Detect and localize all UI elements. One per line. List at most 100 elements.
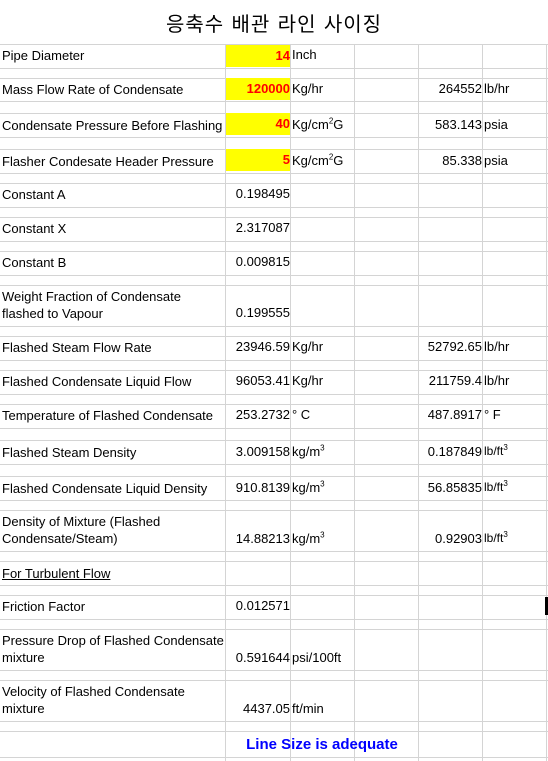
row-flasher-pressure: Flasher Condesate Header Pressure 5 Kg/c… [0, 149, 548, 173]
computed-value: 4437.05 [243, 701, 290, 716]
row-label: Constant A [2, 187, 66, 202]
unit-label: kg/m3 [292, 530, 325, 546]
row-divider [0, 680, 548, 681]
computed-value: 2.317087 [235, 220, 290, 235]
row-label: Constant B [2, 255, 67, 270]
row-label: Flashed Condensate Liquid Density [2, 481, 208, 496]
computed-value: 3.009158 [235, 444, 290, 459]
converted-value: 0.92903 [435, 531, 482, 546]
computed-value: 0.012571 [235, 598, 290, 613]
row-divider [0, 731, 548, 732]
row-label: Pressure Drop of Flashed Condensate mixtu… [2, 633, 224, 665]
unit-label: Kg/cm2G [292, 116, 344, 132]
pipe-diameter-input[interactable]: 14 [226, 45, 290, 67]
row-label: Weight Fraction of Condensate flashed to … [2, 289, 181, 321]
row-divider [0, 670, 548, 671]
row-divider [0, 510, 548, 511]
row-steam-flow: Flashed Steam Flow Rate 23946.59 Kg/hr 5… [0, 336, 548, 360]
computed-value: 253.2732 [235, 407, 290, 422]
row-divider [0, 561, 548, 562]
row-divider [0, 285, 548, 286]
column-divider [290, 44, 291, 761]
line-size-result: Line Size is adequate [246, 736, 398, 753]
converted-value: 52792.65 [427, 339, 482, 354]
row-label: Pipe Diameter [2, 48, 85, 63]
row-label: Temperature of Flashed Condensate [2, 408, 214, 423]
converted-value: 56.85835 [427, 480, 482, 495]
row-label: Flasher Condesate Header Pressure [2, 154, 214, 169]
row-divider [0, 585, 548, 586]
flasher-pressure-input[interactable]: 5 [226, 149, 290, 171]
row-divider [0, 217, 548, 218]
row-label: Condensate Pressure Before Flashing [2, 118, 223, 133]
row-label: Flashed Steam Flow Rate [2, 340, 152, 355]
row-divider [0, 183, 548, 184]
row-divider [0, 101, 548, 102]
column-divider [418, 44, 419, 761]
converted-unit: lb/hr [484, 81, 510, 96]
row-constant-a: Constant A 0.198495 [0, 183, 548, 207]
row-divider [0, 619, 548, 620]
unit-label: kg/m3 [292, 479, 325, 495]
converted-unit: lb/hr [484, 339, 510, 354]
converted-unit: ° F [484, 407, 501, 422]
row-liquid-flow: Flashed Condensate Liquid Flow 96053.41 … [0, 370, 548, 394]
row-divider [0, 336, 548, 337]
row-divider [0, 370, 548, 371]
row-divider [0, 326, 548, 327]
row-divider [0, 404, 548, 405]
row-condensate-pressure: Condensate Pressure Before Flashing 40 K… [0, 113, 548, 137]
row-divider [0, 428, 548, 429]
converted-unit: lb/hr [484, 373, 510, 388]
converted-unit: lb/ft3 [484, 530, 508, 546]
row-steam-density: Flashed Steam Density 3.009158 kg/m3 0.1… [0, 440, 548, 464]
row-divider [0, 173, 548, 174]
row-divider [0, 476, 548, 477]
row-divider [0, 394, 548, 395]
computed-value: 0.199555 [235, 305, 290, 320]
row-weight-fraction: Weight Fraction of Condensate flashed to … [0, 285, 548, 326]
computed-value: 14.88213 [235, 531, 290, 546]
converted-value: 211759.4 [428, 373, 482, 388]
row-divider [0, 595, 548, 596]
row-divider [0, 551, 548, 552]
row-divider [0, 275, 548, 276]
row-divider [0, 464, 548, 465]
column-divider [546, 44, 547, 761]
converted-value: 0.187849 [427, 444, 482, 459]
row-label: Flashed Steam Density [2, 445, 137, 460]
mass-flow-input[interactable]: 120000 [226, 78, 290, 100]
computed-value: 0.591644 [235, 650, 290, 665]
row-divider [0, 137, 548, 138]
row-divider [0, 360, 548, 361]
row-divider [0, 757, 548, 758]
converted-value: 264552 [438, 81, 482, 96]
row-divider [0, 500, 548, 501]
converted-unit: lb/ft3 [484, 443, 508, 459]
column-divider [482, 44, 483, 761]
computed-value: 0.198495 [235, 186, 290, 201]
computed-value: 23946.59 [235, 339, 290, 354]
row-mass-flow: Mass Flow Rate of Condensate 120000 Kg/h… [0, 78, 548, 102]
row-label: Flashed Condensate Liquid Flow [2, 374, 192, 389]
unit-label: kg/m3 [292, 443, 325, 459]
row-divider [0, 44, 548, 45]
unit-label: ft/min [292, 701, 324, 716]
row-divider [0, 251, 548, 252]
row-constant-b: Constant B 0.009815 [0, 251, 548, 275]
row-velocity: Velocity of Flashed Condensate mixture 44… [0, 680, 548, 721]
row-label: Friction Factor [2, 599, 86, 614]
row-label: Density of Mixture (Flashed Condensate/St… [2, 514, 161, 546]
row-pipe-diameter: Pipe Diameter 14 Inch [0, 44, 548, 68]
row-divider [0, 241, 548, 242]
column-divider [354, 44, 355, 761]
row-label: Mass Flow Rate of Condensate [2, 82, 184, 97]
unit-label: Kg/hr [292, 339, 324, 354]
section-heading: For Turbulent Flow [2, 566, 111, 581]
row-mixture-density: Density of Mixture (Flashed Condensate/St… [0, 510, 548, 551]
unit-label: Inch [292, 47, 317, 62]
row-label: Velocity of Flashed Condensate mixture [2, 684, 185, 716]
condensate-pressure-input[interactable]: 40 [226, 113, 290, 135]
unit-label: Kg/hr [292, 373, 324, 388]
